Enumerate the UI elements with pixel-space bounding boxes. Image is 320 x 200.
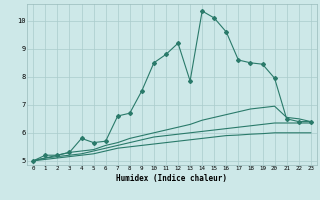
X-axis label: Humidex (Indice chaleur): Humidex (Indice chaleur) xyxy=(116,174,228,183)
